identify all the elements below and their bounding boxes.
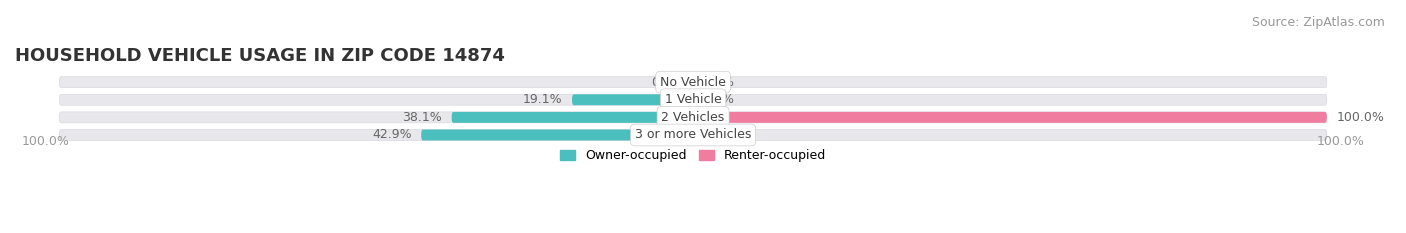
Text: 38.1%: 38.1% xyxy=(402,111,441,124)
Text: 0.0%: 0.0% xyxy=(703,93,734,106)
Text: HOUSEHOLD VEHICLE USAGE IN ZIP CODE 14874: HOUSEHOLD VEHICLE USAGE IN ZIP CODE 1487… xyxy=(15,47,505,65)
FancyBboxPatch shape xyxy=(451,112,693,123)
Text: 2 Vehicles: 2 Vehicles xyxy=(661,111,724,124)
FancyBboxPatch shape xyxy=(693,112,1327,123)
Text: 100.0%: 100.0% xyxy=(1336,111,1384,124)
Text: 19.1%: 19.1% xyxy=(523,93,562,106)
Legend: Owner-occupied, Renter-occupied: Owner-occupied, Renter-occupied xyxy=(555,144,831,167)
Text: 100.0%: 100.0% xyxy=(1317,135,1365,148)
Text: 3 or more Vehicles: 3 or more Vehicles xyxy=(636,128,751,141)
FancyBboxPatch shape xyxy=(59,112,1327,123)
Text: No Vehicle: No Vehicle xyxy=(661,76,725,89)
FancyBboxPatch shape xyxy=(572,94,693,105)
Text: 0.0%: 0.0% xyxy=(703,128,734,141)
Text: 0.0%: 0.0% xyxy=(651,76,683,89)
Text: 100.0%: 100.0% xyxy=(21,135,69,148)
FancyBboxPatch shape xyxy=(422,130,693,140)
FancyBboxPatch shape xyxy=(59,77,1327,88)
Text: 1 Vehicle: 1 Vehicle xyxy=(665,93,721,106)
Text: 0.0%: 0.0% xyxy=(703,76,734,89)
Text: Source: ZipAtlas.com: Source: ZipAtlas.com xyxy=(1251,16,1385,29)
FancyBboxPatch shape xyxy=(59,130,1327,140)
Text: 42.9%: 42.9% xyxy=(373,128,412,141)
FancyBboxPatch shape xyxy=(59,94,1327,105)
